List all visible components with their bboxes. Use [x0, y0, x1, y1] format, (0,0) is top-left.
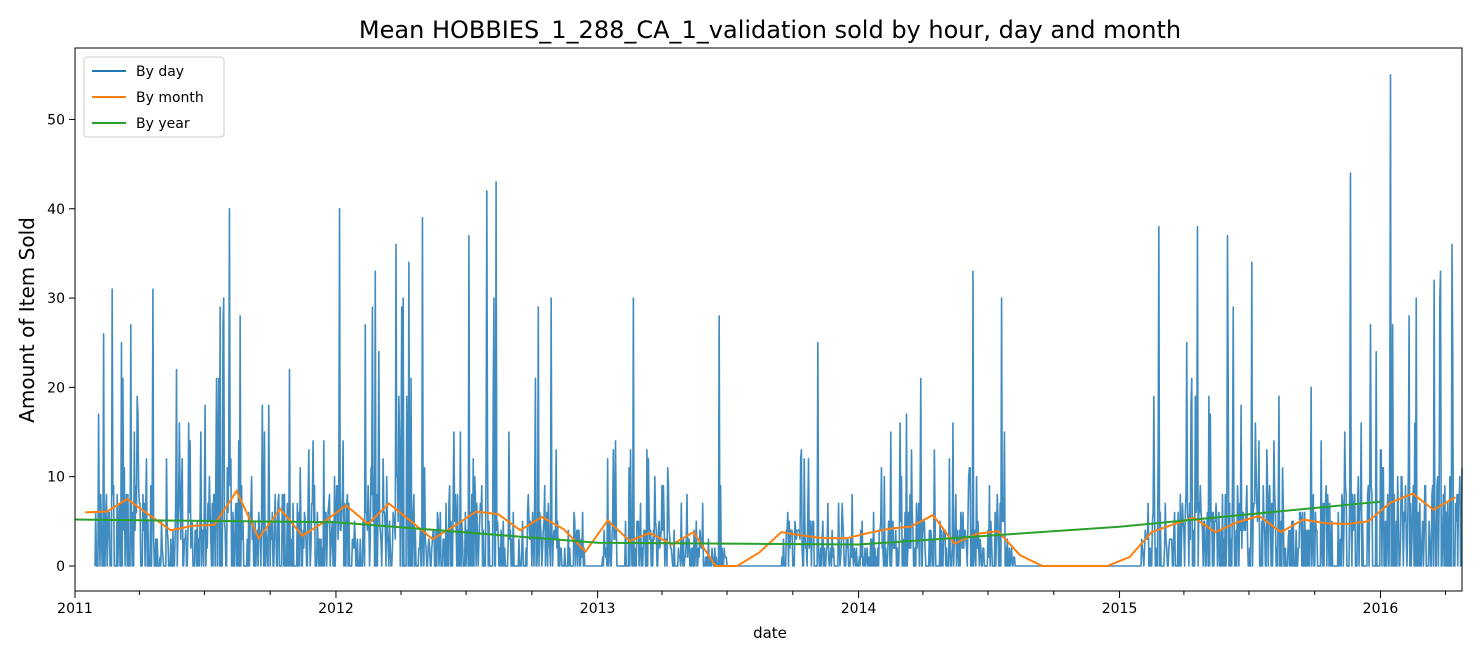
y-tick-label: 50 [47, 112, 65, 128]
y-tick-label: 10 [47, 470, 65, 486]
chart-title: Mean HOBBIES_1_288_CA_1_validation sold … [359, 16, 1181, 44]
y-tick-label: 0 [56, 559, 65, 575]
y-tick-label: 20 [47, 380, 65, 396]
legend-entry-label: By year [136, 116, 190, 132]
x-tick-label: 2015 [1102, 601, 1138, 617]
y-axis-label: Amount of Item Sold [15, 217, 39, 423]
x-axis-label: date [753, 624, 787, 642]
axes: 0 10 20 30 40 50 2011 2012 2013 2014 2015 2016 [47, 47, 1463, 617]
series-by-year-line [74, 500, 1381, 546]
x-tick-label: 2012 [318, 601, 354, 617]
legend-box [83, 56, 225, 138]
legend-entry-label: By month [136, 90, 204, 106]
x-tick-label: 2013 [580, 601, 616, 617]
y-tick-label: 40 [47, 202, 65, 218]
series-by-month-line [84, 488, 1457, 567]
legend-entry-label: By day [136, 64, 184, 80]
x-tick-label: 2016 [1363, 601, 1399, 617]
y-tick-label: 30 [47, 291, 65, 307]
x-tick-label: 2011 [57, 601, 93, 617]
series-by-day-line [94, 73, 1463, 567]
plot-frame [74, 47, 1463, 592]
legend: By day By month By year [83, 56, 225, 138]
x-tick-label: 2014 [841, 601, 877, 617]
plot-lines [74, 73, 1463, 567]
